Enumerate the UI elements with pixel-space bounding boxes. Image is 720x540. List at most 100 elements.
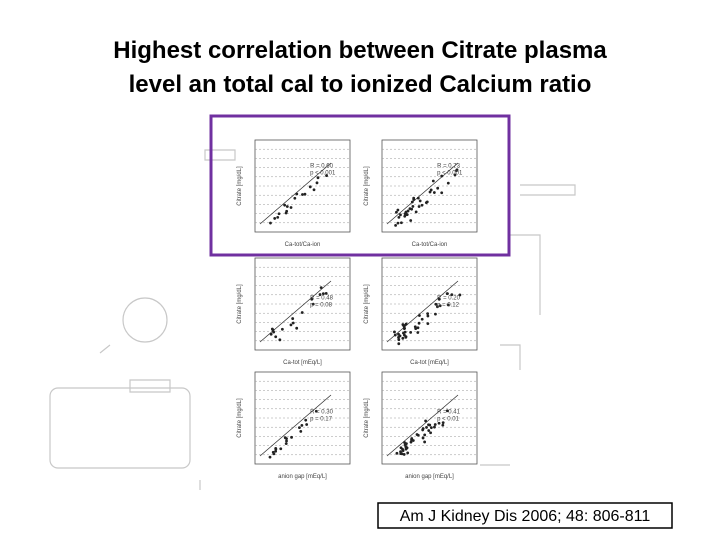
- scatter-dot: [453, 173, 457, 177]
- regression-line: [386, 394, 459, 457]
- scatter-dot: [446, 181, 450, 185]
- title-line: Highest correlation between Citrate plas…: [113, 37, 607, 64]
- scatter-dot: [397, 342, 401, 346]
- scatter-dot: [409, 219, 413, 222]
- scatter-dot: [285, 205, 289, 208]
- scatter-dot: [269, 221, 272, 225]
- scatter-dot: [401, 449, 405, 453]
- scatter-dot: [446, 303, 450, 307]
- scatter-dot: [412, 198, 416, 201]
- scatter-dot: [433, 425, 436, 429]
- scatter-dot: [319, 286, 323, 290]
- scatter-dot: [458, 293, 462, 297]
- scatter-dot: [303, 192, 307, 196]
- scatter-dot: [290, 435, 293, 439]
- scatter-dot: [324, 292, 328, 295]
- scatter-dot: [429, 188, 433, 192]
- scatter-dot: [311, 302, 315, 306]
- regression-line: [259, 280, 332, 343]
- scatter-dot: [431, 179, 435, 183]
- scatter-dot: [393, 330, 396, 334]
- scatter-dot: [404, 212, 408, 216]
- scatter-dot: [403, 441, 406, 444]
- scatter-dot: [289, 323, 293, 327]
- scatter-dot: [318, 293, 322, 296]
- scatter-dot: [434, 302, 438, 306]
- r-value: R = 0.73: [437, 164, 461, 170]
- scatter-dot: [396, 208, 400, 212]
- scatter-dot: [280, 327, 284, 331]
- scatter-dot: [274, 447, 278, 451]
- scatter-dot: [283, 203, 287, 207]
- scatter-dot: [399, 450, 402, 454]
- citation: Am J Kidney Dis 2006; 48: 806-811: [400, 508, 651, 525]
- scatter-dot: [424, 201, 428, 205]
- scatter-dot: [310, 297, 314, 301]
- scatter-dot: [274, 335, 278, 339]
- scatter-dot: [441, 423, 445, 427]
- scatter-dot: [396, 221, 400, 225]
- scatter-dot: [416, 326, 420, 330]
- scatter-dot: [416, 331, 420, 334]
- scatter-dot: [415, 433, 419, 436]
- scatter-dot: [429, 431, 432, 435]
- x-axis-label: Ca-tot/Ca-ion: [412, 242, 448, 248]
- scatter-dot: [279, 447, 283, 451]
- scatter-dot: [421, 436, 425, 440]
- p-value: p = 0.17: [310, 416, 333, 422]
- y-axis-label: Citrate [mg/dL]: [364, 398, 370, 438]
- p-value: p < 0.001: [310, 171, 336, 177]
- scatter-dot: [272, 452, 276, 456]
- plot-panel: R = 0.20p = 0.12 Ca-tot [mEq/L] Citrate [m…: [364, 257, 478, 366]
- scatter-dot: [426, 314, 430, 318]
- scatter-dot: [273, 217, 277, 220]
- scatter-dot: [299, 429, 303, 433]
- citation-box: [377, 502, 673, 529]
- scatter-dot: [393, 333, 397, 337]
- scatter-dot: [274, 449, 278, 453]
- scatter-dot: [418, 314, 421, 317]
- scatter-dot: [424, 419, 427, 423]
- plot-panel: R = 0.30p = 0.17 anion gap [mEq/L] Citrate…: [237, 371, 351, 480]
- scatter-dot: [437, 297, 441, 301]
- scatter-dot: [315, 181, 319, 185]
- scatter-dot: [285, 439, 288, 443]
- scatter-dot: [440, 174, 444, 178]
- plot-panel: R = 0.48p = 0.08 Ca-tot [mEq/L] Citrate [m…: [237, 257, 351, 366]
- scatter-dot: [402, 331, 405, 335]
- p-value: p < 0.01: [437, 416, 460, 422]
- scatter-dot: [429, 426, 433, 430]
- x-axis-label: anion gap [mEq/L]: [405, 474, 454, 480]
- scatter-dot: [420, 317, 424, 321]
- scatter-dot: [403, 214, 407, 218]
- scatter-dot: [406, 209, 410, 213]
- scatter-dot: [434, 312, 437, 316]
- highlight-box: [209, 114, 511, 257]
- regression-line: [259, 394, 332, 457]
- r-value: R = 0.48: [310, 295, 334, 301]
- scatter-dot: [314, 409, 318, 413]
- scatter-dot: [295, 326, 299, 330]
- plot-frame: [254, 371, 351, 465]
- scatter-dot: [271, 328, 275, 332]
- scatter-dot: [301, 193, 304, 196]
- plot-panel: R = 0.73p < 0.001 Ca-tot/Ca-ion Citrate [m…: [364, 139, 478, 248]
- scatter-dot: [397, 338, 401, 341]
- x-axis-label: Ca-tot/Ca-ion: [285, 242, 321, 248]
- background-diagram: [49, 149, 576, 490]
- scatter-dot: [446, 292, 449, 296]
- scatter-dot: [295, 192, 299, 196]
- y-axis-label: Citrate [mg/dL]: [237, 284, 243, 324]
- p-value: p = 0.08: [310, 302, 333, 308]
- scatter-dot: [404, 336, 408, 339]
- scatter-dot: [450, 293, 454, 297]
- scatter-dot: [277, 212, 281, 216]
- scatter-dot: [410, 437, 414, 440]
- scatter-dot: [305, 423, 309, 426]
- p-value: p = 0.12: [437, 302, 460, 308]
- scatter-dot: [304, 418, 308, 422]
- scatter-dot: [411, 205, 415, 208]
- plot-panel: R = 0.41p < 0.01 anion gap [mEq/L] Citrate…: [364, 371, 478, 480]
